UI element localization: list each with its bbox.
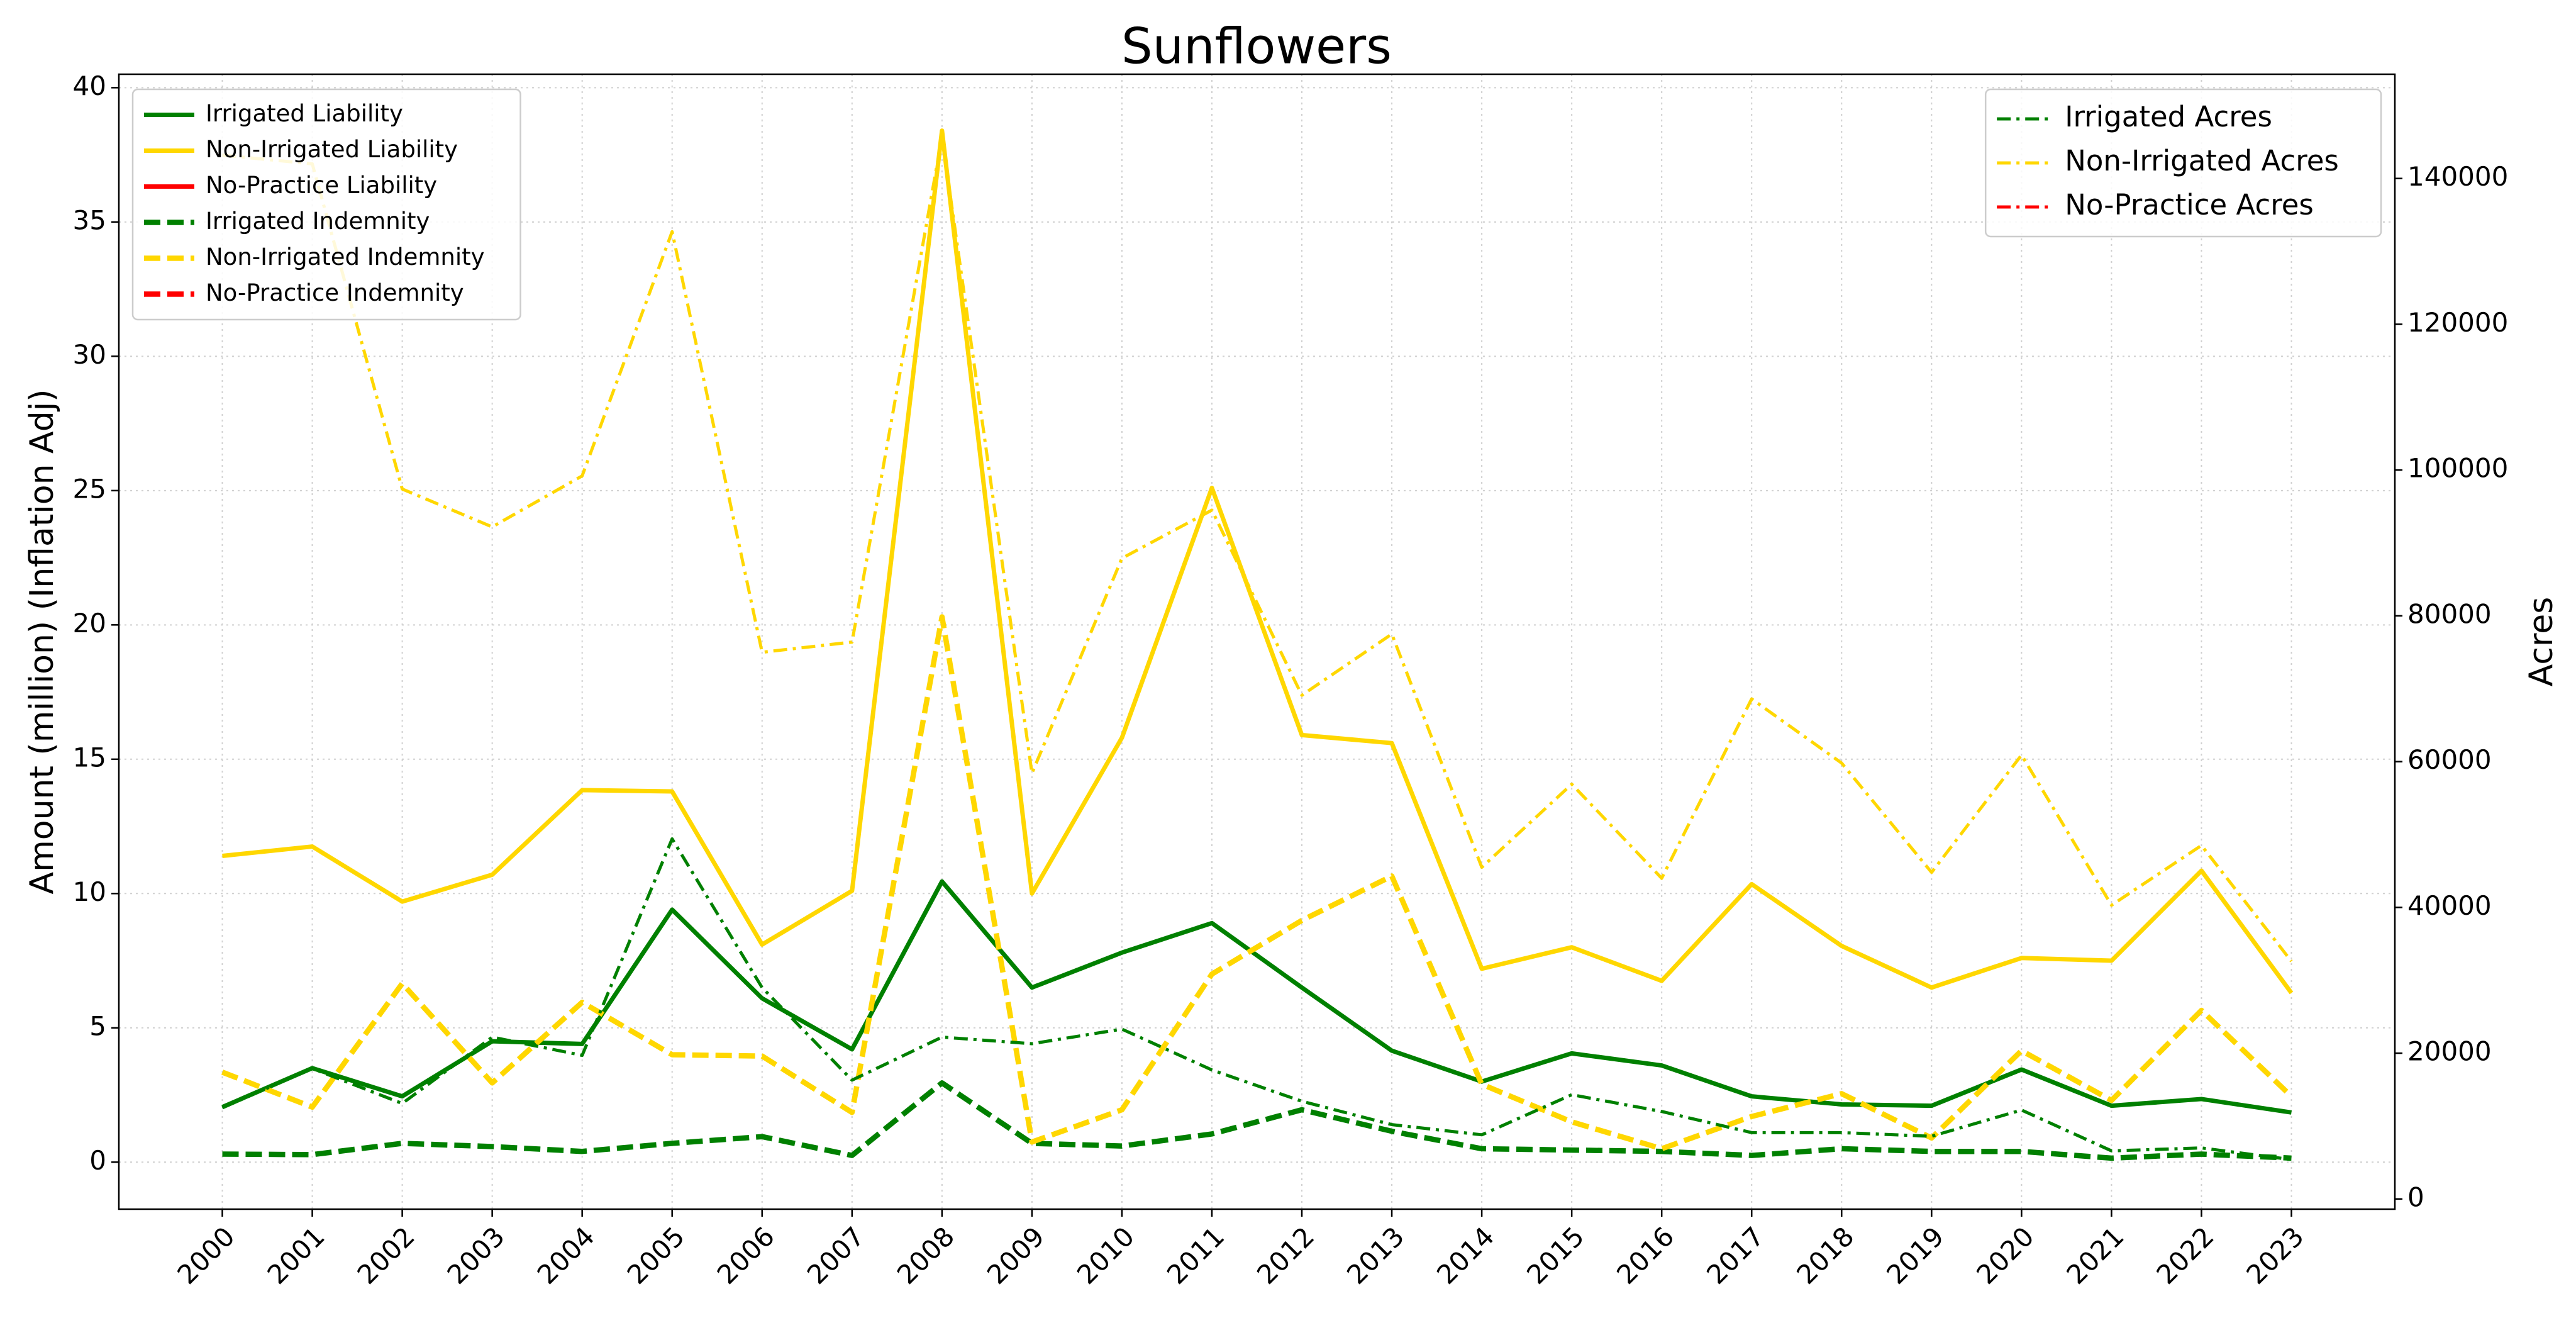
x-tick-label: 2011 <box>1161 1221 1230 1290</box>
y-tick-label: 30 <box>73 339 106 370</box>
legend-label: Non-Irrigated Liability <box>206 136 458 163</box>
y2-tick-label: 40000 <box>2407 890 2492 921</box>
legend-label: Irrigated Acres <box>2065 100 2272 133</box>
x-tick-label: 2009 <box>981 1221 1050 1290</box>
series-line <box>222 1080 2292 1161</box>
x-tick-label: 2008 <box>891 1221 960 1290</box>
x-tick-label: 2018 <box>1790 1221 1860 1290</box>
x-tick-label: 2020 <box>1970 1221 2040 1290</box>
y-axis-label: Amount (million) (Inflation Adj) <box>23 389 61 895</box>
legend: Irrigated Acres Non-Irrigated Acres No-Pra… <box>1984 88 2382 238</box>
series-line <box>221 614 2294 1152</box>
x-tick-label: 2019 <box>1880 1221 1950 1290</box>
legend-label: No-Practice Indemnity <box>206 279 464 306</box>
legend-box <box>131 88 521 321</box>
x-tick-label: 2004 <box>531 1221 601 1290</box>
x-tick-label: 2003 <box>441 1221 511 1290</box>
y2-tick-label: 20000 <box>2407 1036 2492 1067</box>
plot-frame <box>118 73 2396 1210</box>
legend-label: Irrigated Indemnity <box>206 208 430 235</box>
x-tick-label: 2016 <box>1611 1221 1680 1290</box>
y-tick-label: 35 <box>73 204 106 235</box>
y-tick-label: 0 <box>89 1145 106 1176</box>
y-tick-label: 20 <box>73 608 106 639</box>
x-tick-label: 2000 <box>171 1221 240 1290</box>
x-tick-label: 2005 <box>621 1221 691 1290</box>
x-tick-label: 2013 <box>1341 1221 1410 1290</box>
y2-tick-label: 80000 <box>2407 598 2492 629</box>
legend-box <box>1984 88 2382 238</box>
legend-label: Non-Irrigated Indemnity <box>206 243 485 271</box>
x-tick-label: 2021 <box>2060 1221 2129 1290</box>
y-tick-label: 25 <box>73 473 106 504</box>
series-line <box>222 128 2294 995</box>
x-tick-label: 2014 <box>1431 1221 1500 1290</box>
legend: Irrigated Liability Non-Irrigated Liabili… <box>131 88 521 321</box>
legend-label: Irrigated Liability <box>206 100 403 127</box>
y2-tick-label: 60000 <box>2407 744 2492 775</box>
y-tick-label: 15 <box>73 742 106 773</box>
x-tick-label: 2010 <box>1071 1221 1140 1290</box>
x-tick-label: 2006 <box>711 1221 780 1290</box>
x-tick-label: 2017 <box>1701 1221 1770 1290</box>
x-tick-label: 2001 <box>262 1221 331 1290</box>
x-tick-label: 2023 <box>2240 1221 2309 1290</box>
chart-title: Sunflowers <box>1121 18 1392 75</box>
series-line <box>221 837 2292 1161</box>
legend-label: No-Practice Acres <box>2065 188 2314 221</box>
y-tick-label: 40 <box>73 70 106 101</box>
x-tick-label: 2015 <box>1521 1221 1590 1290</box>
x-tick-label: 2012 <box>1251 1221 1320 1290</box>
x-tick-label: 2007 <box>801 1221 870 1290</box>
y2-tick-label: 140000 <box>2407 161 2508 192</box>
x-tick-label: 2002 <box>352 1221 421 1290</box>
y2-tick-label: 120000 <box>2407 307 2508 338</box>
x-tick-label: 2022 <box>2150 1221 2219 1290</box>
y2-tick-label: 100000 <box>2407 453 2508 484</box>
y-tick-label: 5 <box>89 1010 106 1041</box>
y2-tick-label: 0 <box>2407 1181 2424 1212</box>
legend-label: Non-Irrigated Acres <box>2065 144 2339 177</box>
y2-axis-label: Acres <box>2523 597 2560 687</box>
series-line <box>222 135 2293 963</box>
series-line <box>221 879 2292 1115</box>
legend-label: No-Practice Liability <box>206 172 437 199</box>
y-tick-label: 10 <box>73 876 106 907</box>
